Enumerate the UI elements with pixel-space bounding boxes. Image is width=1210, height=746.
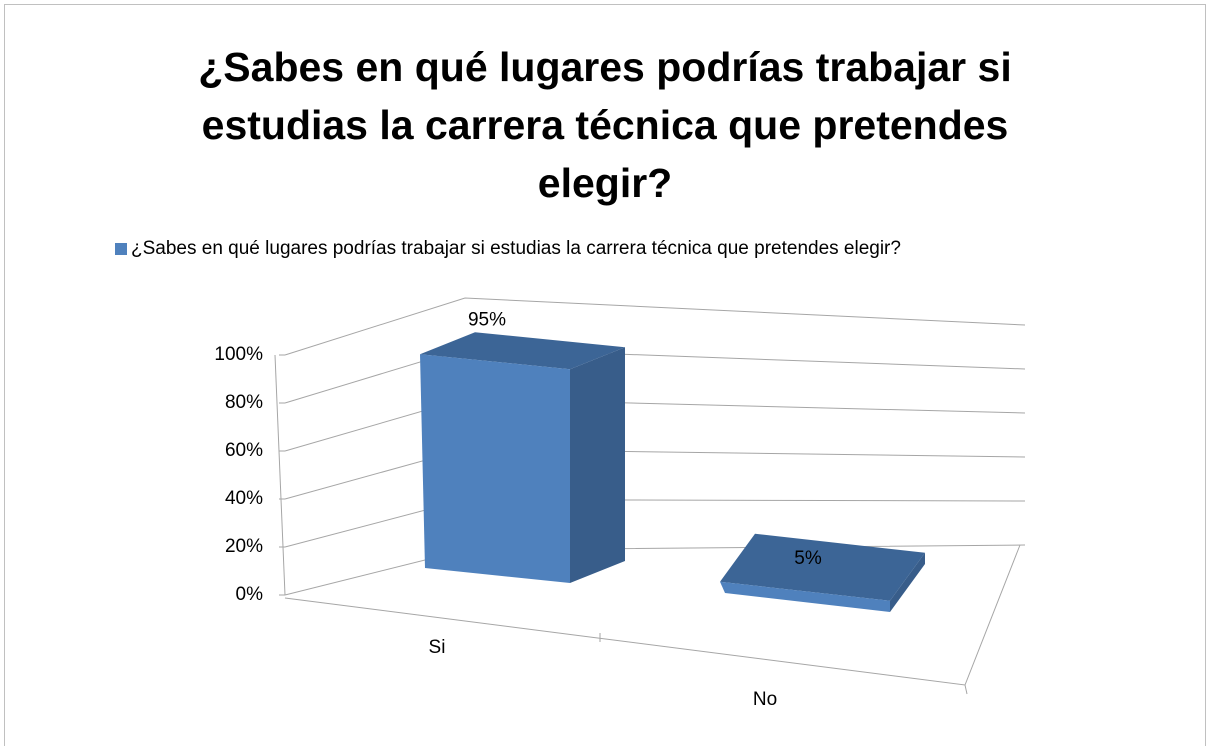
bar-top — [720, 533, 925, 601]
y-tick-label: 0% — [236, 584, 264, 605]
data-label: 5% — [794, 548, 822, 569]
y-axis — [274, 354, 286, 596]
x-tick-label: No — [753, 689, 777, 710]
bar-front — [420, 354, 570, 583]
y-tick-label: 80% — [225, 392, 263, 413]
chart-title: ¿Sabes en qué lugares podrías trabajar s… — [198, 44, 1012, 206]
grid-line — [284, 347, 1026, 404]
bar-side — [890, 552, 925, 612]
y-tick-label: 100% — [214, 344, 263, 365]
y-tick-label: 40% — [225, 488, 263, 509]
legend-swatch — [115, 243, 127, 255]
x-tick — [964, 684, 968, 695]
y-tick-label: 20% — [225, 536, 263, 557]
grid-line — [284, 448, 1026, 500]
grid-line — [284, 499, 1026, 548]
data-label: 95% — [468, 309, 506, 330]
bar-side — [570, 347, 625, 583]
grid-line — [284, 398, 1026, 452]
grid-line — [284, 297, 1026, 356]
legend-label: ¿Sabes en qué lugares podrías trabajar s… — [131, 238, 901, 259]
frame — [4, 4, 1206, 746]
y-tick-label: 60% — [225, 440, 263, 461]
bar-top — [420, 332, 625, 370]
x-tick-label: Si — [429, 637, 446, 658]
bar-front — [720, 581, 890, 612]
legend: ¿Sabes en qué lugares podrías trabajar s… — [115, 238, 901, 260]
